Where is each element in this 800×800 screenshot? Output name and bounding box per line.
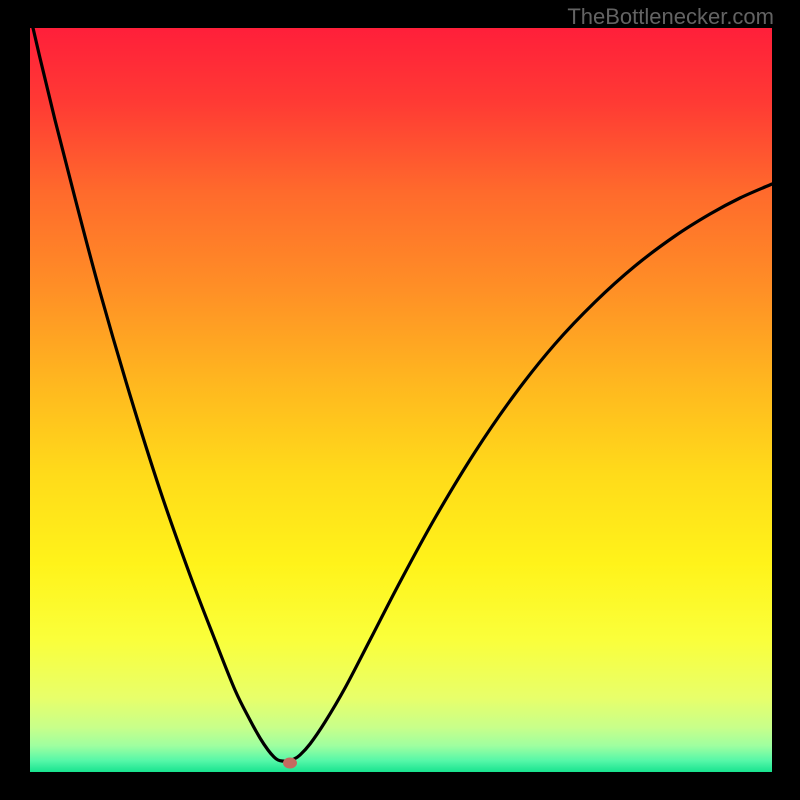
chart-frame: TheBottlenecker.com <box>0 0 800 800</box>
plot-area <box>30 28 772 772</box>
bottleneck-curve <box>30 28 772 772</box>
watermark-text: TheBottlenecker.com <box>567 4 774 30</box>
optimal-point-marker <box>283 758 297 769</box>
